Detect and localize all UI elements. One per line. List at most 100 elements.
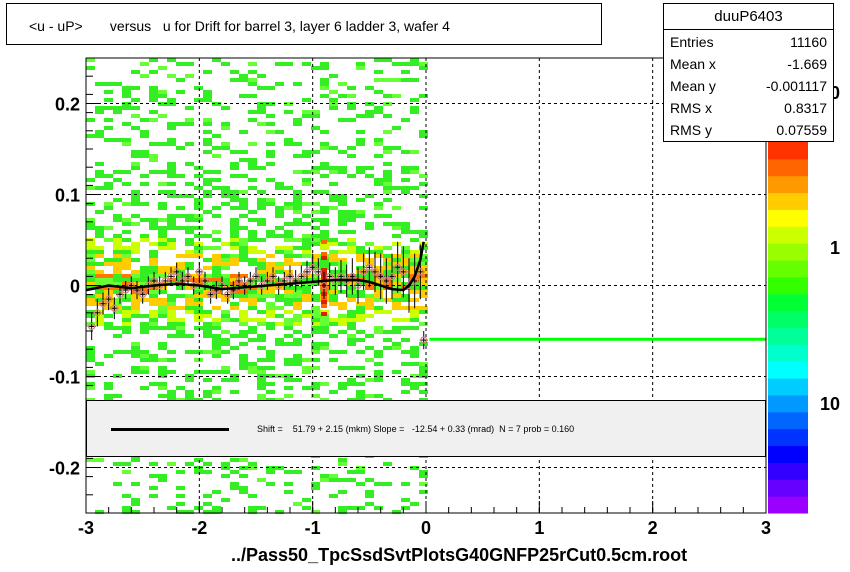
heat-cell — [158, 182, 167, 186]
heat-cell — [321, 300, 327, 304]
heat-cell — [230, 482, 239, 486]
heat-cell — [122, 314, 131, 318]
heat-cell — [167, 334, 176, 338]
heat-cell — [392, 78, 401, 82]
heat-cell — [122, 494, 131, 498]
heat-cell — [158, 306, 167, 310]
heat-cell — [122, 350, 131, 354]
heat-cell — [392, 346, 401, 350]
heat-cell — [392, 510, 401, 514]
heat-cell — [293, 354, 302, 358]
heat-cell — [311, 310, 320, 314]
heat-cell — [284, 286, 293, 290]
heat-cell — [320, 246, 329, 250]
heat-cell — [158, 234, 167, 238]
profile-point — [399, 268, 407, 276]
heat-cell — [392, 94, 401, 98]
heat-cell — [338, 306, 347, 310]
heat-cell — [347, 106, 356, 110]
heat-cell — [176, 306, 185, 310]
heat-cell — [185, 294, 194, 298]
heat-cell — [302, 222, 311, 226]
heat-cell — [203, 170, 212, 174]
heat-cell — [104, 322, 113, 326]
heat-cell — [401, 250, 410, 254]
profile-point — [116, 291, 124, 299]
heat-cell — [329, 322, 338, 326]
heat-cell — [167, 390, 176, 394]
heat-cell — [410, 238, 419, 242]
heat-cell — [104, 182, 113, 186]
heat-cell — [185, 298, 194, 302]
heat-cell — [239, 254, 248, 258]
heat-cell — [329, 334, 338, 338]
stats-row-entries: Entries 11160 — [670, 34, 827, 52]
heat-cell — [239, 294, 248, 298]
heat-cell — [266, 254, 275, 258]
heat-cell — [311, 282, 320, 286]
heat-cell — [149, 494, 158, 498]
heat-cell — [410, 170, 419, 174]
heat-cell — [347, 210, 356, 214]
heat-cell — [275, 234, 284, 238]
heat-cell — [419, 294, 428, 298]
heat-cell — [140, 370, 149, 374]
heat-cell — [266, 150, 275, 154]
heat-cell — [248, 110, 257, 114]
heat-cell — [212, 390, 221, 394]
profile-point — [246, 277, 254, 285]
heat-cell — [338, 386, 347, 390]
profile-point — [309, 263, 317, 271]
heat-cell — [257, 366, 266, 370]
heat-cell — [239, 282, 248, 286]
colorbar-cell — [768, 293, 808, 312]
heat-cell — [167, 162, 176, 166]
heat-cell — [356, 214, 365, 218]
heat-cell — [221, 498, 230, 502]
heat-cell — [185, 378, 194, 382]
heat-cell — [203, 266, 212, 270]
heat-cell — [140, 350, 149, 354]
heat-cell — [329, 262, 338, 266]
heat-cell — [104, 354, 113, 358]
heat-cell — [311, 306, 320, 310]
heat-cell — [230, 486, 239, 490]
heat-cell — [356, 330, 365, 334]
heat-cell — [131, 98, 140, 102]
heat-cell — [392, 294, 401, 298]
heat-cell — [113, 234, 122, 238]
heat-cell — [293, 206, 302, 210]
heat-cell — [329, 198, 338, 202]
heat-cell — [338, 170, 347, 174]
heat-cell — [113, 334, 122, 338]
heat-cell — [194, 358, 203, 362]
heat-cell — [122, 182, 131, 186]
heat-cell — [266, 314, 275, 318]
heat-cell — [284, 238, 293, 242]
heat-cell — [401, 166, 410, 170]
heat-cell — [212, 214, 221, 218]
heat-cell — [347, 214, 356, 218]
heat-cell — [410, 110, 419, 114]
heat-cell — [329, 194, 338, 198]
colorbar-cell — [768, 209, 808, 227]
heat-cell — [230, 258, 239, 262]
heat-cell — [392, 274, 401, 278]
colorbar-cell — [768, 479, 808, 497]
heat-cell — [158, 394, 167, 398]
heat-cell — [221, 142, 230, 146]
heat-cell — [320, 474, 329, 478]
heat-cell — [230, 246, 239, 250]
heat-cell — [311, 242, 320, 246]
heat-cell — [419, 278, 428, 282]
heat-cell — [356, 198, 365, 202]
heat-cell — [311, 314, 320, 318]
heat-cell — [140, 286, 149, 290]
heat-cell — [203, 494, 212, 498]
heat-cell — [122, 306, 131, 310]
heat-cell — [419, 370, 428, 374]
heat-cell — [230, 198, 239, 202]
heat-cell — [374, 330, 383, 334]
heat-cell — [158, 290, 167, 294]
heat-cell — [95, 82, 104, 86]
